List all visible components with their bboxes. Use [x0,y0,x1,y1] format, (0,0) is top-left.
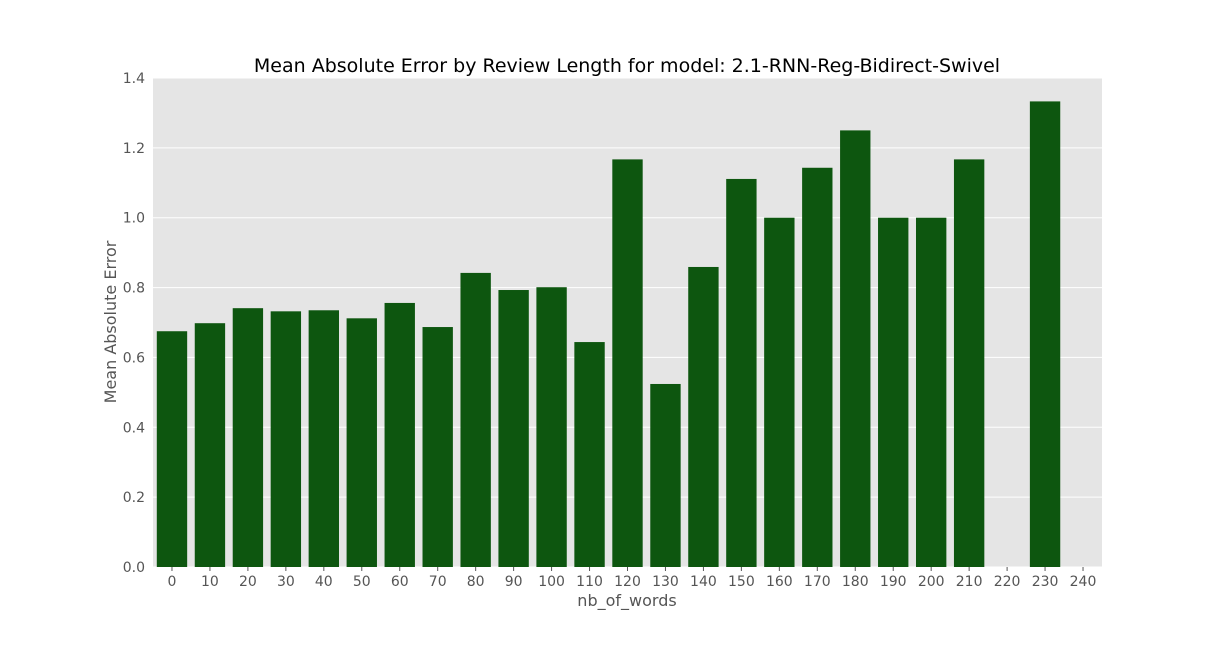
bar-80 [460,272,491,567]
bar-190 [878,217,909,567]
x-tick-label: 190 [880,574,907,590]
bar-70 [422,327,453,567]
bar-120 [612,159,643,567]
y-tick-label: 1.0 [123,211,145,227]
bar-200 [915,217,947,567]
x-tick-label: 90 [505,574,523,590]
x-tick-label: 70 [429,574,447,590]
y-axis-ticks: 0.0 0.2 0.4 0.6 0.8 1.0 1.2 1.4 [123,71,145,576]
bar-130 [650,383,681,567]
y-tick-label: 0.8 [123,281,145,297]
x-axis-label: nb_of_words [577,591,676,611]
bar-20 [232,308,264,567]
bars [156,101,1061,568]
bar-180 [840,130,871,567]
x-tick-label: 110 [576,574,603,590]
bar-50 [346,318,377,567]
bar-150 [726,178,757,567]
x-tick-label: 130 [652,574,679,590]
x-tick-label: 170 [804,574,831,590]
bar-110 [574,342,605,567]
bar-30 [270,311,302,567]
y-axis-label: Mean Absolute Error [101,240,120,403]
x-tick-label: 180 [842,574,869,590]
bar-100 [536,287,567,567]
x-tick-label: 40 [315,574,333,590]
x-tick-label: 20 [239,574,257,590]
x-tick-label: 50 [353,574,371,590]
x-tick-label: 230 [1032,574,1059,590]
x-tick-label: 220 [994,574,1021,590]
x-axis-ticks: 0 10 20 30 40 50 60 70 80 90 100 110 120 130 140 150 160… [168,567,1097,590]
bar-160 [764,217,795,567]
chart-title: Mean Absolute Error by Review Length for… [254,55,1000,77]
bar-140 [688,266,719,567]
bar-210 [953,159,985,567]
y-tick-label: 0.0 [123,560,145,576]
x-tick-label: 150 [728,574,755,590]
x-tick-label: 0 [168,574,177,590]
y-tick-label: 1.4 [123,71,145,87]
x-tick-label: 200 [918,574,945,590]
x-tick-label: 80 [467,574,485,590]
bar-10 [194,323,226,567]
y-tick-label: 0.6 [123,350,145,366]
y-tick-label: 0.2 [123,490,145,506]
bar-90 [498,290,529,567]
x-tick-label: 100 [538,574,565,590]
bar-230 [1029,101,1061,567]
x-tick-label: 160 [766,574,793,590]
y-tick-label: 1.2 [123,141,145,157]
x-tick-label: 10 [201,574,219,590]
x-tick-label: 60 [391,574,409,590]
x-tick-label: 240 [1070,574,1097,590]
x-tick-label: 210 [956,574,983,590]
bar-170 [802,167,833,568]
x-tick-label: 30 [277,574,295,590]
y-tick-label: 0.4 [123,420,145,436]
x-tick-label: 120 [614,574,641,590]
bar-40 [308,310,340,567]
bar-0 [156,331,188,567]
x-tick-label: 140 [690,574,717,590]
bar-60 [384,302,415,567]
